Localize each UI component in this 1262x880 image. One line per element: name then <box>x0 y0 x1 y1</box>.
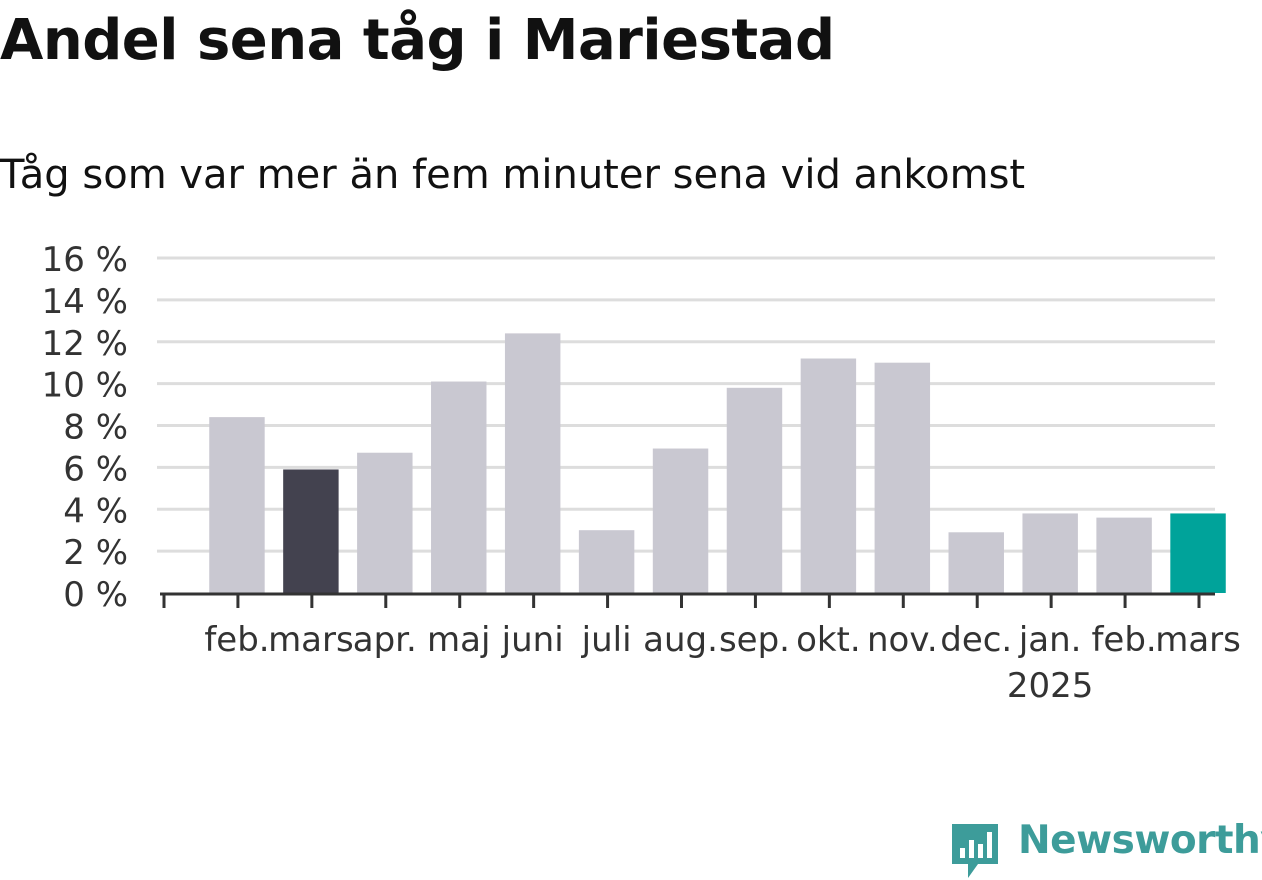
bar-chart: 0 %2 %4 %6 %8 %10 %12 %14 %16 % feb.mars… <box>42 240 1241 706</box>
bar-chart-badge-icon <box>952 824 998 878</box>
x-tick-label: maj <box>427 620 490 660</box>
bar-12 <box>1096 517 1152 593</box>
y-tick-label: 2 % <box>63 533 128 573</box>
x-tick-label: feb. <box>1091 620 1156 660</box>
bar-13 <box>1170 513 1226 593</box>
x-tick-label: juni <box>501 620 564 660</box>
x-axis <box>160 592 1215 608</box>
y-tick-label: 14 % <box>42 282 128 322</box>
bars <box>209 333 1226 593</box>
brand-name: Newsworthy <box>1018 818 1262 863</box>
x-tick-label: sep. <box>719 620 790 660</box>
y-tick-label: 16 % <box>42 240 128 280</box>
y-tick-label: 6 % <box>63 449 128 489</box>
bar-9 <box>874 362 931 593</box>
x-tick-label: okt. <box>796 620 861 660</box>
bar-5 <box>578 530 635 593</box>
y-tick-label: 0 % <box>63 575 128 615</box>
y-tick-label: 10 % <box>42 366 128 406</box>
x-tick-label: dec. <box>940 620 1012 660</box>
x-tick-label: jan. <box>1018 620 1082 660</box>
y-tick-label: 12 % <box>42 324 128 364</box>
x-tick-label: mars <box>1155 620 1241 660</box>
chart-title: Andel sena tåg i Mariestad <box>0 8 835 73</box>
x-tick-label: juli <box>581 620 632 660</box>
newsworthy-logo: Newsworthy <box>950 818 1262 880</box>
bar-6 <box>652 448 709 593</box>
x-tick-label: mars <box>268 620 354 660</box>
x-tick-label: apr. <box>353 620 417 660</box>
x-axis-labels: feb.mars apr. maj juni juli aug. sep. okt. nov. d… <box>204 620 1241 706</box>
bar-11 <box>1022 513 1078 593</box>
bar-0 <box>209 417 265 593</box>
y-tick-label: 4 % <box>63 491 128 531</box>
bar-7 <box>726 387 783 593</box>
bar-8 <box>800 358 857 593</box>
bar-2 <box>357 452 413 593</box>
bar-4 <box>504 333 561 593</box>
bar-10 <box>948 532 1004 593</box>
chart-subtitle: Tåg som var mer än fem minuter sena vid … <box>0 152 1026 198</box>
x-tick-label: nov. <box>867 620 938 660</box>
bar-1 <box>283 469 339 593</box>
x-year-label: 2025 <box>1007 666 1094 706</box>
y-tick-label: 8 % <box>63 408 128 448</box>
x-tick-label: feb. <box>204 620 269 660</box>
bar-3 <box>431 381 487 593</box>
y-axis-ticks: 0 %2 %4 %6 %8 %10 %12 %14 %16 % <box>42 240 128 615</box>
x-tick-label: aug. <box>643 620 718 660</box>
